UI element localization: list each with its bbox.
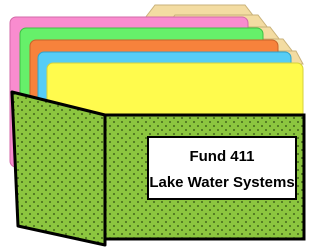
page: {"label": {"lines": ["Fund 411", "Lake W…: [0, 0, 307, 247]
folder-box-illustration: Fund 411 Lake Water Systems: [0, 0, 307, 247]
label-line: Fund 411: [189, 148, 254, 165]
box-side-flap: [12, 92, 105, 245]
label-line: Lake Water Systems: [149, 174, 294, 191]
